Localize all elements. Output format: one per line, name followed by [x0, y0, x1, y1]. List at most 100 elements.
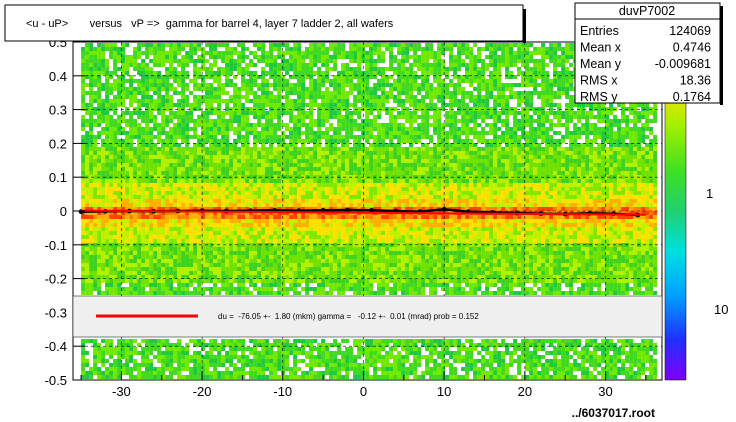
heatmap-cell — [325, 275, 330, 279]
heatmap-cell — [337, 51, 342, 55]
heatmap-cell — [165, 155, 170, 159]
heatmap-cell — [197, 195, 202, 199]
heatmap-cell — [165, 147, 170, 151]
heatmap-cell — [189, 195, 194, 199]
heatmap-cell — [169, 287, 174, 291]
heatmap-cell — [301, 275, 306, 279]
heatmap-cell — [177, 119, 182, 123]
heatmap-cell — [245, 275, 250, 279]
heatmap-cell — [365, 139, 370, 143]
heatmap-cell — [317, 95, 322, 99]
heatmap-cell — [257, 375, 262, 379]
heatmap-cell — [277, 95, 282, 99]
heatmap-cell — [189, 47, 194, 51]
heatmap-cell — [185, 179, 190, 183]
heatmap-cell — [181, 239, 186, 243]
heatmap-cell — [265, 171, 270, 175]
heatmap-cell — [133, 367, 138, 371]
heatmap-cell — [157, 251, 162, 255]
heatmap-cell — [253, 347, 258, 351]
heatmap-cell — [361, 59, 366, 63]
heatmap-cell — [349, 355, 354, 359]
heatmap-cell — [257, 199, 262, 203]
heatmap-cell — [281, 355, 286, 359]
heatmap-cell — [265, 99, 270, 103]
heatmap-cell — [341, 107, 346, 111]
heatmap-cell — [329, 203, 334, 207]
heatmap-cell — [365, 223, 370, 227]
heatmap-cell — [229, 119, 234, 123]
heatmap-cell — [357, 183, 362, 187]
heatmap-cell — [297, 339, 302, 343]
heatmap-cell — [329, 151, 334, 155]
heatmap-cell — [165, 119, 170, 123]
heatmap-cell — [357, 167, 362, 171]
heatmap-cell — [217, 215, 222, 219]
heatmap-cell — [309, 275, 314, 279]
heatmap-cell — [249, 375, 254, 379]
heatmap-cell — [213, 51, 218, 55]
heatmap-cell — [157, 179, 162, 183]
heatmap-cell — [81, 87, 86, 91]
heatmap-cell — [193, 187, 198, 191]
heatmap-cell — [229, 183, 234, 187]
heatmap-cell — [101, 103, 106, 107]
heatmap-cell — [305, 163, 310, 167]
heatmap-cell — [337, 247, 342, 251]
heatmap-cell — [269, 151, 274, 155]
heatmap-cell — [237, 287, 242, 291]
heatmap-cell — [185, 187, 190, 191]
heatmap-cell — [253, 163, 258, 167]
heatmap-cell — [173, 183, 178, 187]
heatmap-cell — [241, 199, 246, 203]
heatmap-cell — [253, 55, 258, 59]
heatmap-cell — [97, 287, 102, 291]
heatmap-cell — [213, 123, 218, 127]
heatmap-cell — [113, 51, 118, 55]
heatmap-cell — [201, 47, 206, 51]
heatmap-cell — [377, 355, 382, 359]
heatmap-cell — [197, 135, 202, 139]
heatmap-cell — [141, 195, 146, 199]
heatmap-cell — [329, 223, 334, 227]
heatmap-cell — [329, 235, 334, 239]
heatmap-cell — [349, 235, 354, 239]
heatmap-cell — [129, 127, 134, 131]
heatmap-cell — [101, 207, 106, 211]
heatmap-cell — [325, 263, 330, 267]
heatmap-cell — [257, 259, 262, 263]
heatmap-cell — [217, 351, 222, 355]
heatmap-cell — [309, 95, 314, 99]
heatmap-cell — [161, 159, 166, 163]
heatmap-cell — [125, 255, 130, 259]
heatmap-cell — [345, 287, 350, 291]
heatmap-cell — [333, 147, 338, 151]
heatmap-cell — [213, 187, 218, 191]
heatmap-cell — [229, 155, 234, 159]
heatmap-cell — [333, 111, 338, 115]
heatmap-cell — [121, 187, 126, 191]
heatmap-cell — [337, 255, 342, 259]
heatmap-cell — [365, 199, 370, 203]
heatmap-cell — [289, 159, 294, 163]
heatmap-cell — [173, 71, 178, 75]
heatmap-cell — [349, 131, 354, 135]
heatmap-cell — [341, 283, 346, 287]
heatmap-cell — [285, 67, 290, 71]
heatmap-cell — [153, 63, 158, 67]
heatmap-cell — [213, 175, 218, 179]
heatmap-cell — [193, 127, 198, 131]
heatmap-cell — [117, 83, 122, 87]
heatmap-cell — [341, 95, 346, 99]
heatmap-cell — [277, 67, 282, 71]
heatmap-cell — [173, 59, 178, 63]
heatmap-cell — [109, 115, 114, 119]
heatmap-cell — [229, 371, 234, 375]
heatmap-cell — [185, 83, 190, 87]
heatmap-cell — [329, 127, 334, 131]
heatmap-cell — [165, 123, 170, 127]
heatmap-cell — [217, 343, 222, 347]
heatmap-cell — [257, 215, 262, 219]
heatmap-cell — [257, 119, 262, 123]
heatmap-cell — [309, 131, 314, 135]
